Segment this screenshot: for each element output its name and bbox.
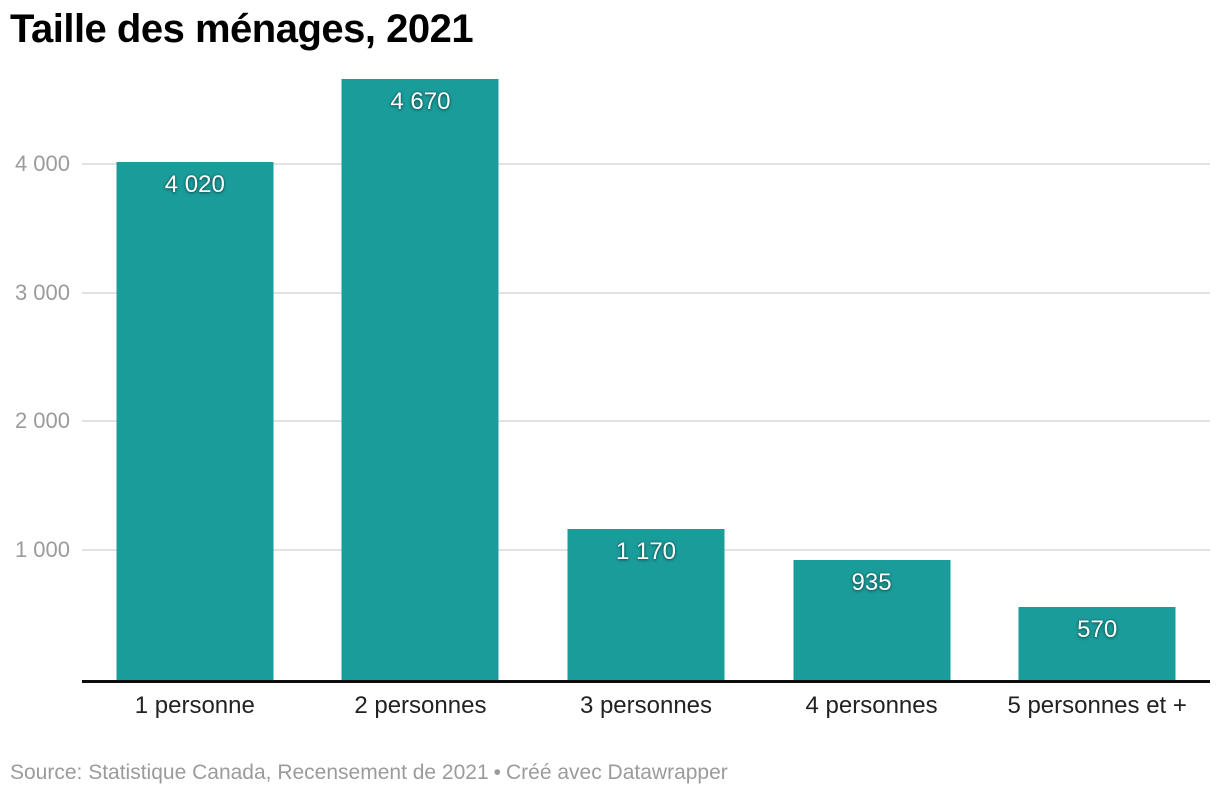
bar-value-label: 1 170 <box>615 538 677 565</box>
x-category-label: 3 personnes <box>579 692 713 719</box>
plot-area: 4 020 4 670 1 170 935 570 <box>82 0 1210 683</box>
bar-slot: 4 670 <box>308 0 534 680</box>
footer-separator: • <box>493 761 502 784</box>
x-category-label: 5 personnes et + <box>1007 692 1187 719</box>
bar-slot: 570 <box>984 0 1210 680</box>
x-axis: 1 personne 2 personnes 3 personnes 4 person… <box>82 691 1210 721</box>
bar-value-label: 4 670 <box>390 88 451 115</box>
bar-2 personnes[interactable]: 4 670 <box>341 79 499 680</box>
y-tick-label-1000: 1 000 <box>14 537 70 562</box>
gridline-2000 <box>82 420 1210 422</box>
bar-value-label: 935 <box>851 569 892 596</box>
bar-3 personnes[interactable]: 1 170 <box>567 529 725 680</box>
y-tick-label-3000: 3 000 <box>14 280 70 305</box>
y-tick-label-4000: 4 000 <box>14 151 70 176</box>
bar-5 personnes et +[interactable]: 570 <box>1018 607 1176 680</box>
source-text: Source: Statistique Canada, Recensement … <box>10 761 489 784</box>
x-category-label: 4 personnes <box>805 692 938 719</box>
bar-4 personnes[interactable]: 935 <box>793 560 951 680</box>
bar-value-label: 570 <box>1077 616 1118 643</box>
chart-title: Taille des ménages, 2021 <box>10 7 474 51</box>
source-line: Source: Statistique Canada, Recensement … <box>10 759 728 786</box>
bar-value-label: 4 020 <box>164 171 225 198</box>
y-axis: 1 000 2 000 3 000 4 000 <box>0 0 70 680</box>
bar-slot: 1 170 <box>533 0 759 680</box>
bar-1 personne[interactable]: 4 020 <box>116 162 274 680</box>
bars-container: 4 020 4 670 1 170 935 570 <box>82 0 1210 680</box>
x-category-label: 2 personnes <box>354 692 487 719</box>
x-category-label: 1 personne <box>134 692 255 719</box>
attribution-text: Créé avec Datawrapper <box>506 761 728 784</box>
bar-slot: 935 <box>759 0 985 680</box>
gridline-4000 <box>82 163 1210 165</box>
y-tick-label-2000: 2 000 <box>14 408 70 433</box>
bar-slot: 4 020 <box>82 0 308 680</box>
gridline-3000 <box>82 292 1210 294</box>
